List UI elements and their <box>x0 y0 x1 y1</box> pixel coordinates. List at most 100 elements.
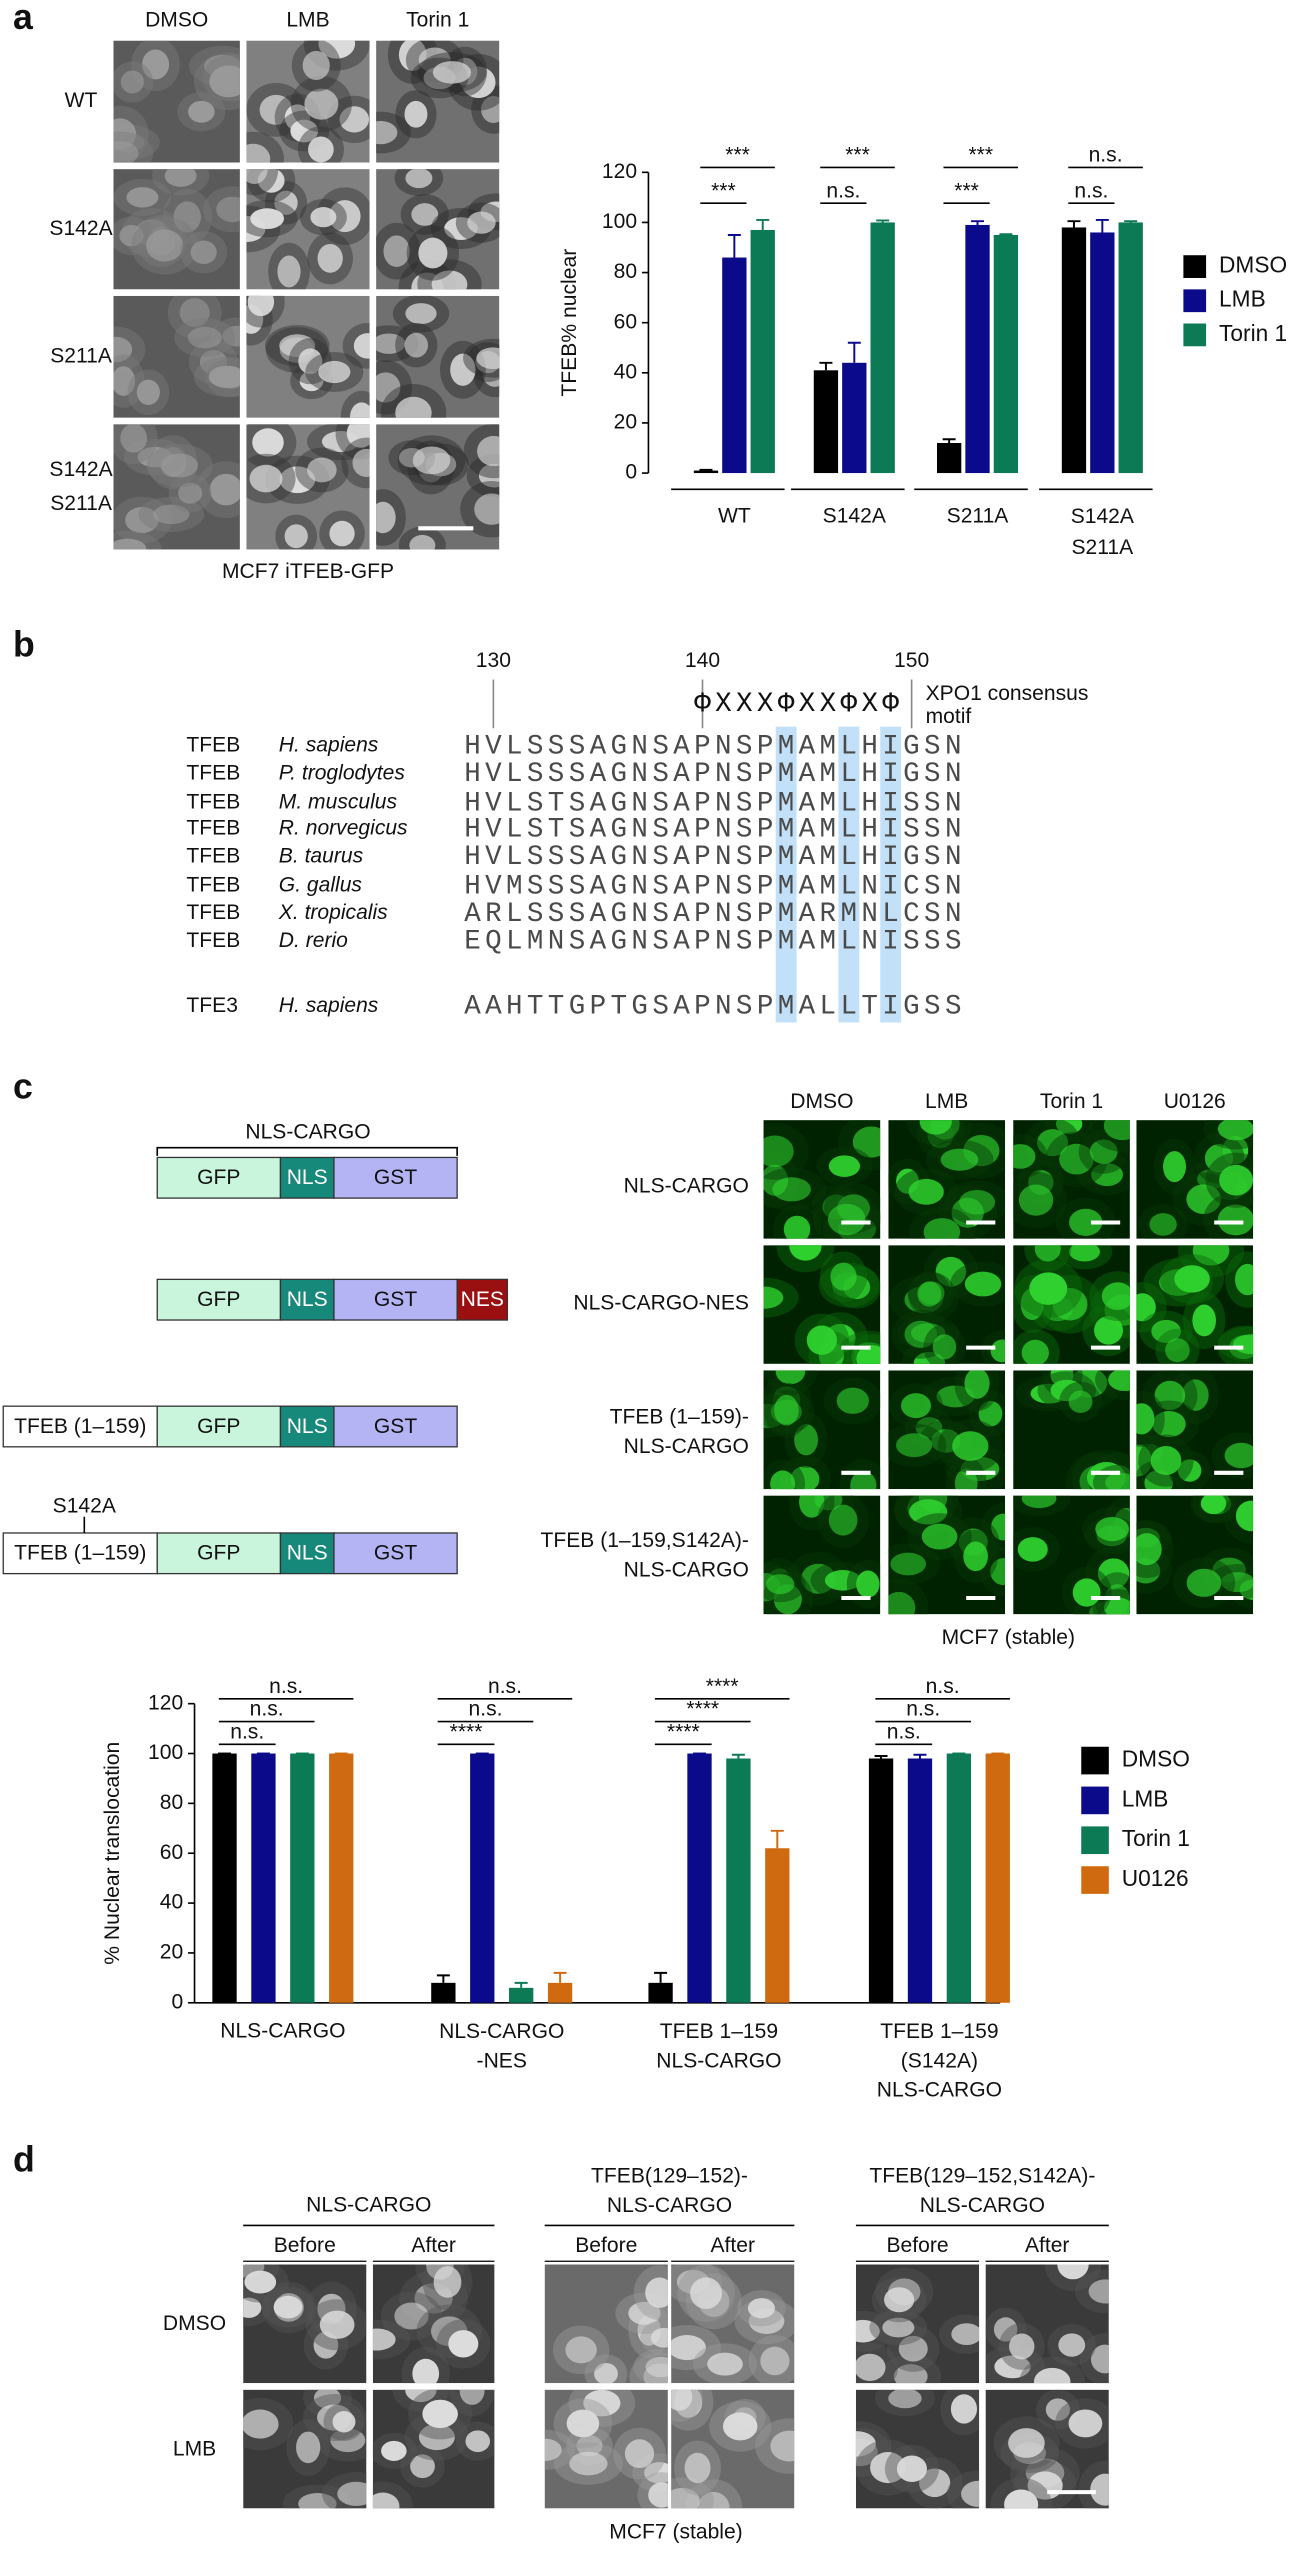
nucleus <box>783 1215 811 1239</box>
nucleus <box>395 396 432 418</box>
nucleus <box>684 2452 711 2484</box>
domain-label: NLS <box>287 1166 328 1189</box>
nucleus <box>1057 2264 1089 2280</box>
nucleus <box>1091 1163 1124 1187</box>
nucleus <box>1108 1370 1130 1392</box>
row-label: TFEB (1–159)-NLS-CARGO <box>610 1405 749 1457</box>
micrograph <box>671 2389 795 2509</box>
nucleus <box>855 2319 880 2343</box>
protein-name: TFEB <box>186 761 240 784</box>
nucleus <box>1089 1139 1118 1164</box>
nucleus <box>898 2335 928 2362</box>
nucleus <box>274 190 298 215</box>
domain-label: GST <box>374 1542 417 1565</box>
y-tick-label: 20 <box>160 1940 183 1963</box>
nucleus <box>317 243 343 273</box>
nucleus <box>243 2297 262 2318</box>
ruler-number: 130 <box>476 649 511 672</box>
nucleus <box>433 2266 462 2298</box>
bar <box>509 1987 534 2003</box>
bar <box>470 1753 495 2003</box>
nucleus <box>855 2431 876 2457</box>
nucleus <box>136 379 160 405</box>
domain-label: GST <box>374 1415 417 1438</box>
nucleus <box>1204 1144 1234 1173</box>
significance-label: n.s. <box>926 1675 960 1698</box>
error-bar <box>553 1971 567 1983</box>
bar <box>329 1753 354 2003</box>
domain-box <box>333 1405 458 1448</box>
nucleus <box>1152 1410 1186 1438</box>
legend-label: LMB <box>1219 286 1266 312</box>
micrograph <box>372 2264 495 2384</box>
nucleus <box>690 2277 723 2310</box>
nucleus <box>852 1126 881 1158</box>
nucleus <box>146 229 184 262</box>
nucleus <box>329 200 361 233</box>
micrograph <box>372 2389 495 2509</box>
significance-label: n.s. <box>826 179 860 202</box>
nucleus <box>923 1218 961 1239</box>
panel-letter: c <box>13 1067 33 1107</box>
nucleus <box>951 2323 980 2346</box>
nucleus <box>250 208 285 229</box>
y-tick-label: 60 <box>160 1841 183 1864</box>
y-tick-label: 0 <box>171 1990 183 2013</box>
nucleus <box>1021 1495 1057 1509</box>
sequence: EQLMNSAGNSAPNSPMAMLNISSS <box>464 927 966 958</box>
nucleus <box>624 2439 655 2469</box>
nucleus <box>405 2389 437 2403</box>
nucleus <box>1136 1293 1156 1322</box>
protein-name: TFEB <box>186 791 240 814</box>
bar <box>870 222 895 474</box>
nucleus <box>961 2480 980 2507</box>
micrograph <box>113 40 240 163</box>
nucleus <box>774 1394 799 1426</box>
nucleus <box>1163 1151 1187 1183</box>
y-tick-label: 60 <box>614 310 637 333</box>
nucleus <box>856 1345 881 1364</box>
protein-name: TFE3 <box>186 994 238 1017</box>
nucleus <box>304 88 339 120</box>
significance-label: n.s. <box>230 1720 264 1743</box>
y-tick-label: 40 <box>614 360 637 383</box>
bar <box>936 442 962 474</box>
micrograph <box>1136 1245 1254 1364</box>
nucleus <box>244 2270 277 2294</box>
micrograph <box>888 1370 1006 1490</box>
nucleus <box>476 347 500 370</box>
nucleus <box>594 2362 618 2384</box>
nucleus <box>964 1271 1002 1297</box>
protein-name: TFEB <box>186 844 240 867</box>
domain-label: GFP <box>197 1415 240 1438</box>
nucleus <box>120 424 147 453</box>
micrograph <box>246 40 370 163</box>
error-bar <box>654 1971 668 1983</box>
domain-label: GST <box>374 1288 417 1311</box>
significance-label: *** <box>711 179 736 202</box>
nucleus <box>828 1155 861 1178</box>
legend-swatch <box>1183 323 1207 347</box>
domain-box <box>2 1405 158 1448</box>
nucleus <box>376 372 401 403</box>
nucleus <box>178 482 203 504</box>
domain-label: NLS <box>287 1288 328 1311</box>
nucleus <box>1068 1390 1093 1414</box>
micrograph <box>888 1120 1006 1239</box>
bar <box>547 1982 573 2003</box>
domain-label: NLS <box>287 1542 328 1565</box>
nucleus <box>113 141 139 163</box>
nucleus <box>763 1135 794 1168</box>
species-name: B. taurus <box>279 844 364 867</box>
significance-label: **** <box>686 1698 719 1721</box>
nucleus <box>1095 1516 1129 1542</box>
nucleus <box>1008 2428 1045 2458</box>
nucleus <box>372 2492 400 2509</box>
group-header: TFEB(129–152,S142A)-NLS-CARGO <box>869 2164 1095 2216</box>
nucleus <box>828 1504 858 1536</box>
protein-name: TFEB <box>186 901 240 924</box>
nucleus <box>830 1262 857 1291</box>
bar <box>722 257 747 474</box>
nucleus <box>1068 2409 1103 2438</box>
